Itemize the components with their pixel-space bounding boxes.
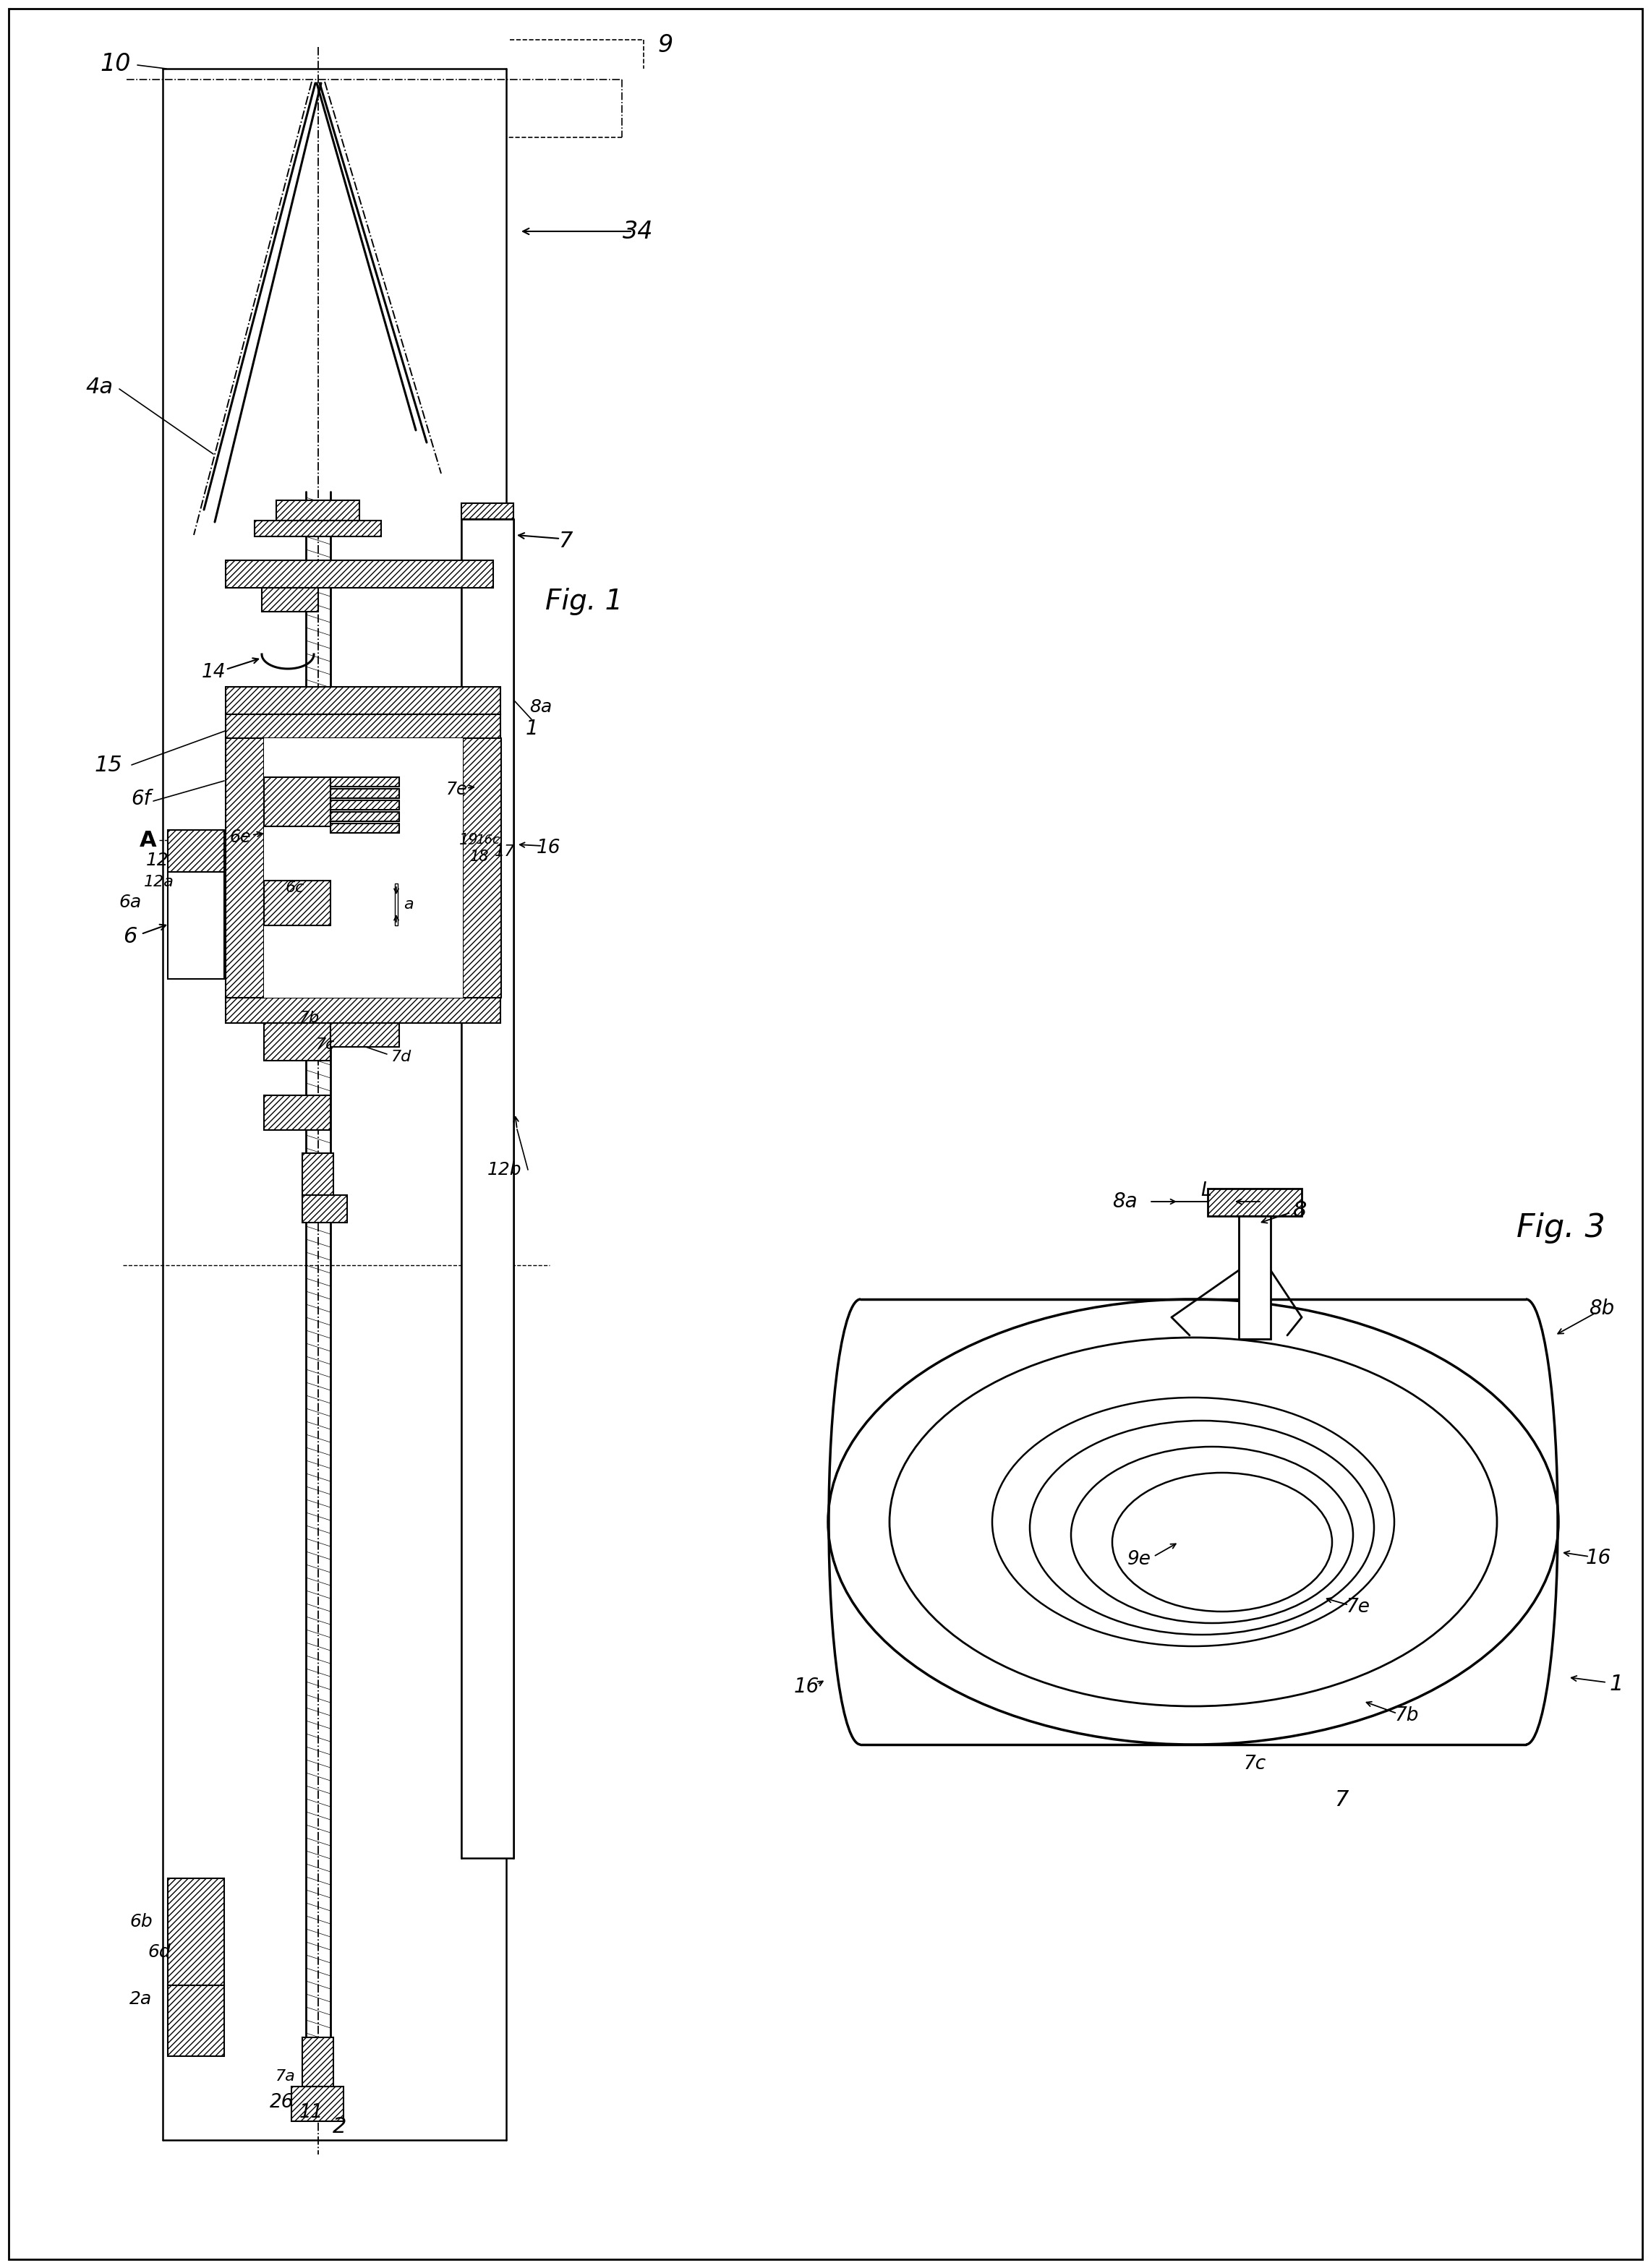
Text: 9: 9 <box>657 34 674 57</box>
Bar <box>330 789 400 798</box>
Bar <box>264 1095 330 1129</box>
Bar <box>226 737 264 998</box>
Text: 6: 6 <box>124 925 137 946</box>
Bar <box>254 522 381 538</box>
Bar <box>168 1984 225 2057</box>
Text: 8: 8 <box>1293 1200 1308 1220</box>
Text: 7: 7 <box>1334 1789 1349 1810</box>
Bar <box>330 801 400 810</box>
Text: 7c: 7c <box>1243 1755 1266 1774</box>
Ellipse shape <box>890 1338 1497 1706</box>
Bar <box>330 812 400 821</box>
Text: 11: 11 <box>299 2102 324 2123</box>
Bar <box>226 998 500 1023</box>
Bar <box>226 714 500 737</box>
Text: 14: 14 <box>201 662 226 683</box>
Text: 19: 19 <box>459 832 479 848</box>
Text: 1: 1 <box>525 719 538 739</box>
Text: 16c: 16c <box>475 835 500 846</box>
Bar <box>276 501 360 522</box>
Bar <box>263 587 319 612</box>
Bar <box>461 519 513 1857</box>
Text: 7: 7 <box>558 531 573 551</box>
Bar <box>1207 1188 1301 1216</box>
Text: 7a: 7a <box>276 2068 296 2084</box>
Text: 7d: 7d <box>391 1050 411 1064</box>
Text: 17: 17 <box>495 844 515 860</box>
Bar <box>330 778 400 787</box>
Text: 16: 16 <box>1585 1547 1611 1567</box>
Text: 12a: 12a <box>144 875 175 889</box>
Bar <box>462 737 502 998</box>
Text: 12: 12 <box>147 853 168 869</box>
Bar <box>395 885 398 925</box>
Text: Fig. 1: Fig. 1 <box>545 587 622 615</box>
Text: 6a: 6a <box>119 894 142 912</box>
Text: 10: 10 <box>101 52 130 75</box>
Bar <box>264 737 462 998</box>
Bar <box>330 1023 400 1048</box>
Text: 7c: 7c <box>315 1036 335 1052</box>
Text: 8a: 8a <box>1113 1191 1138 1211</box>
Text: 7e: 7e <box>446 780 467 798</box>
Text: 26: 26 <box>269 2093 294 2112</box>
Text: 6c: 6c <box>286 880 304 896</box>
Bar <box>168 871 225 980</box>
Ellipse shape <box>829 1300 1559 1744</box>
Text: 1: 1 <box>1610 1674 1623 1694</box>
Text: 9e: 9e <box>1128 1549 1151 1569</box>
Text: 16: 16 <box>537 839 560 857</box>
Text: Fig. 3: Fig. 3 <box>1516 1211 1605 1243</box>
Text: 15: 15 <box>94 755 122 776</box>
Bar <box>264 880 330 925</box>
Text: a: a <box>403 898 413 912</box>
Text: 6b: 6b <box>129 1912 152 1930</box>
Bar <box>226 560 494 587</box>
Bar <box>264 778 330 826</box>
Bar <box>302 1152 334 1195</box>
Bar <box>1238 1216 1271 1338</box>
Text: 6d: 6d <box>147 1944 170 1962</box>
Text: 2a: 2a <box>130 1991 152 2007</box>
Text: 18: 18 <box>471 850 489 864</box>
Text: L: L <box>1200 1182 1212 1200</box>
Text: 6f: 6f <box>130 789 150 810</box>
Text: 2: 2 <box>334 2116 347 2136</box>
Bar <box>292 2087 343 2121</box>
Text: 16: 16 <box>794 1676 819 1696</box>
Text: 4a: 4a <box>86 376 114 397</box>
Text: A: A <box>140 830 157 850</box>
Bar <box>330 823 400 832</box>
Bar <box>461 503 513 519</box>
Text: 7b: 7b <box>1395 1706 1418 1726</box>
Bar <box>302 2037 334 2087</box>
Text: 12b: 12b <box>487 1161 522 1179</box>
Bar <box>168 1878 225 1984</box>
Bar <box>264 1023 330 1061</box>
Text: 7b: 7b <box>299 1012 320 1025</box>
Text: 8b: 8b <box>1588 1300 1615 1318</box>
Bar <box>302 1195 347 1222</box>
Bar <box>226 687 500 714</box>
Text: 6e: 6e <box>229 828 251 846</box>
Text: 34: 34 <box>622 220 654 243</box>
Bar <box>168 830 225 871</box>
Text: 7e: 7e <box>1346 1597 1370 1617</box>
Text: 8a: 8a <box>530 699 551 717</box>
